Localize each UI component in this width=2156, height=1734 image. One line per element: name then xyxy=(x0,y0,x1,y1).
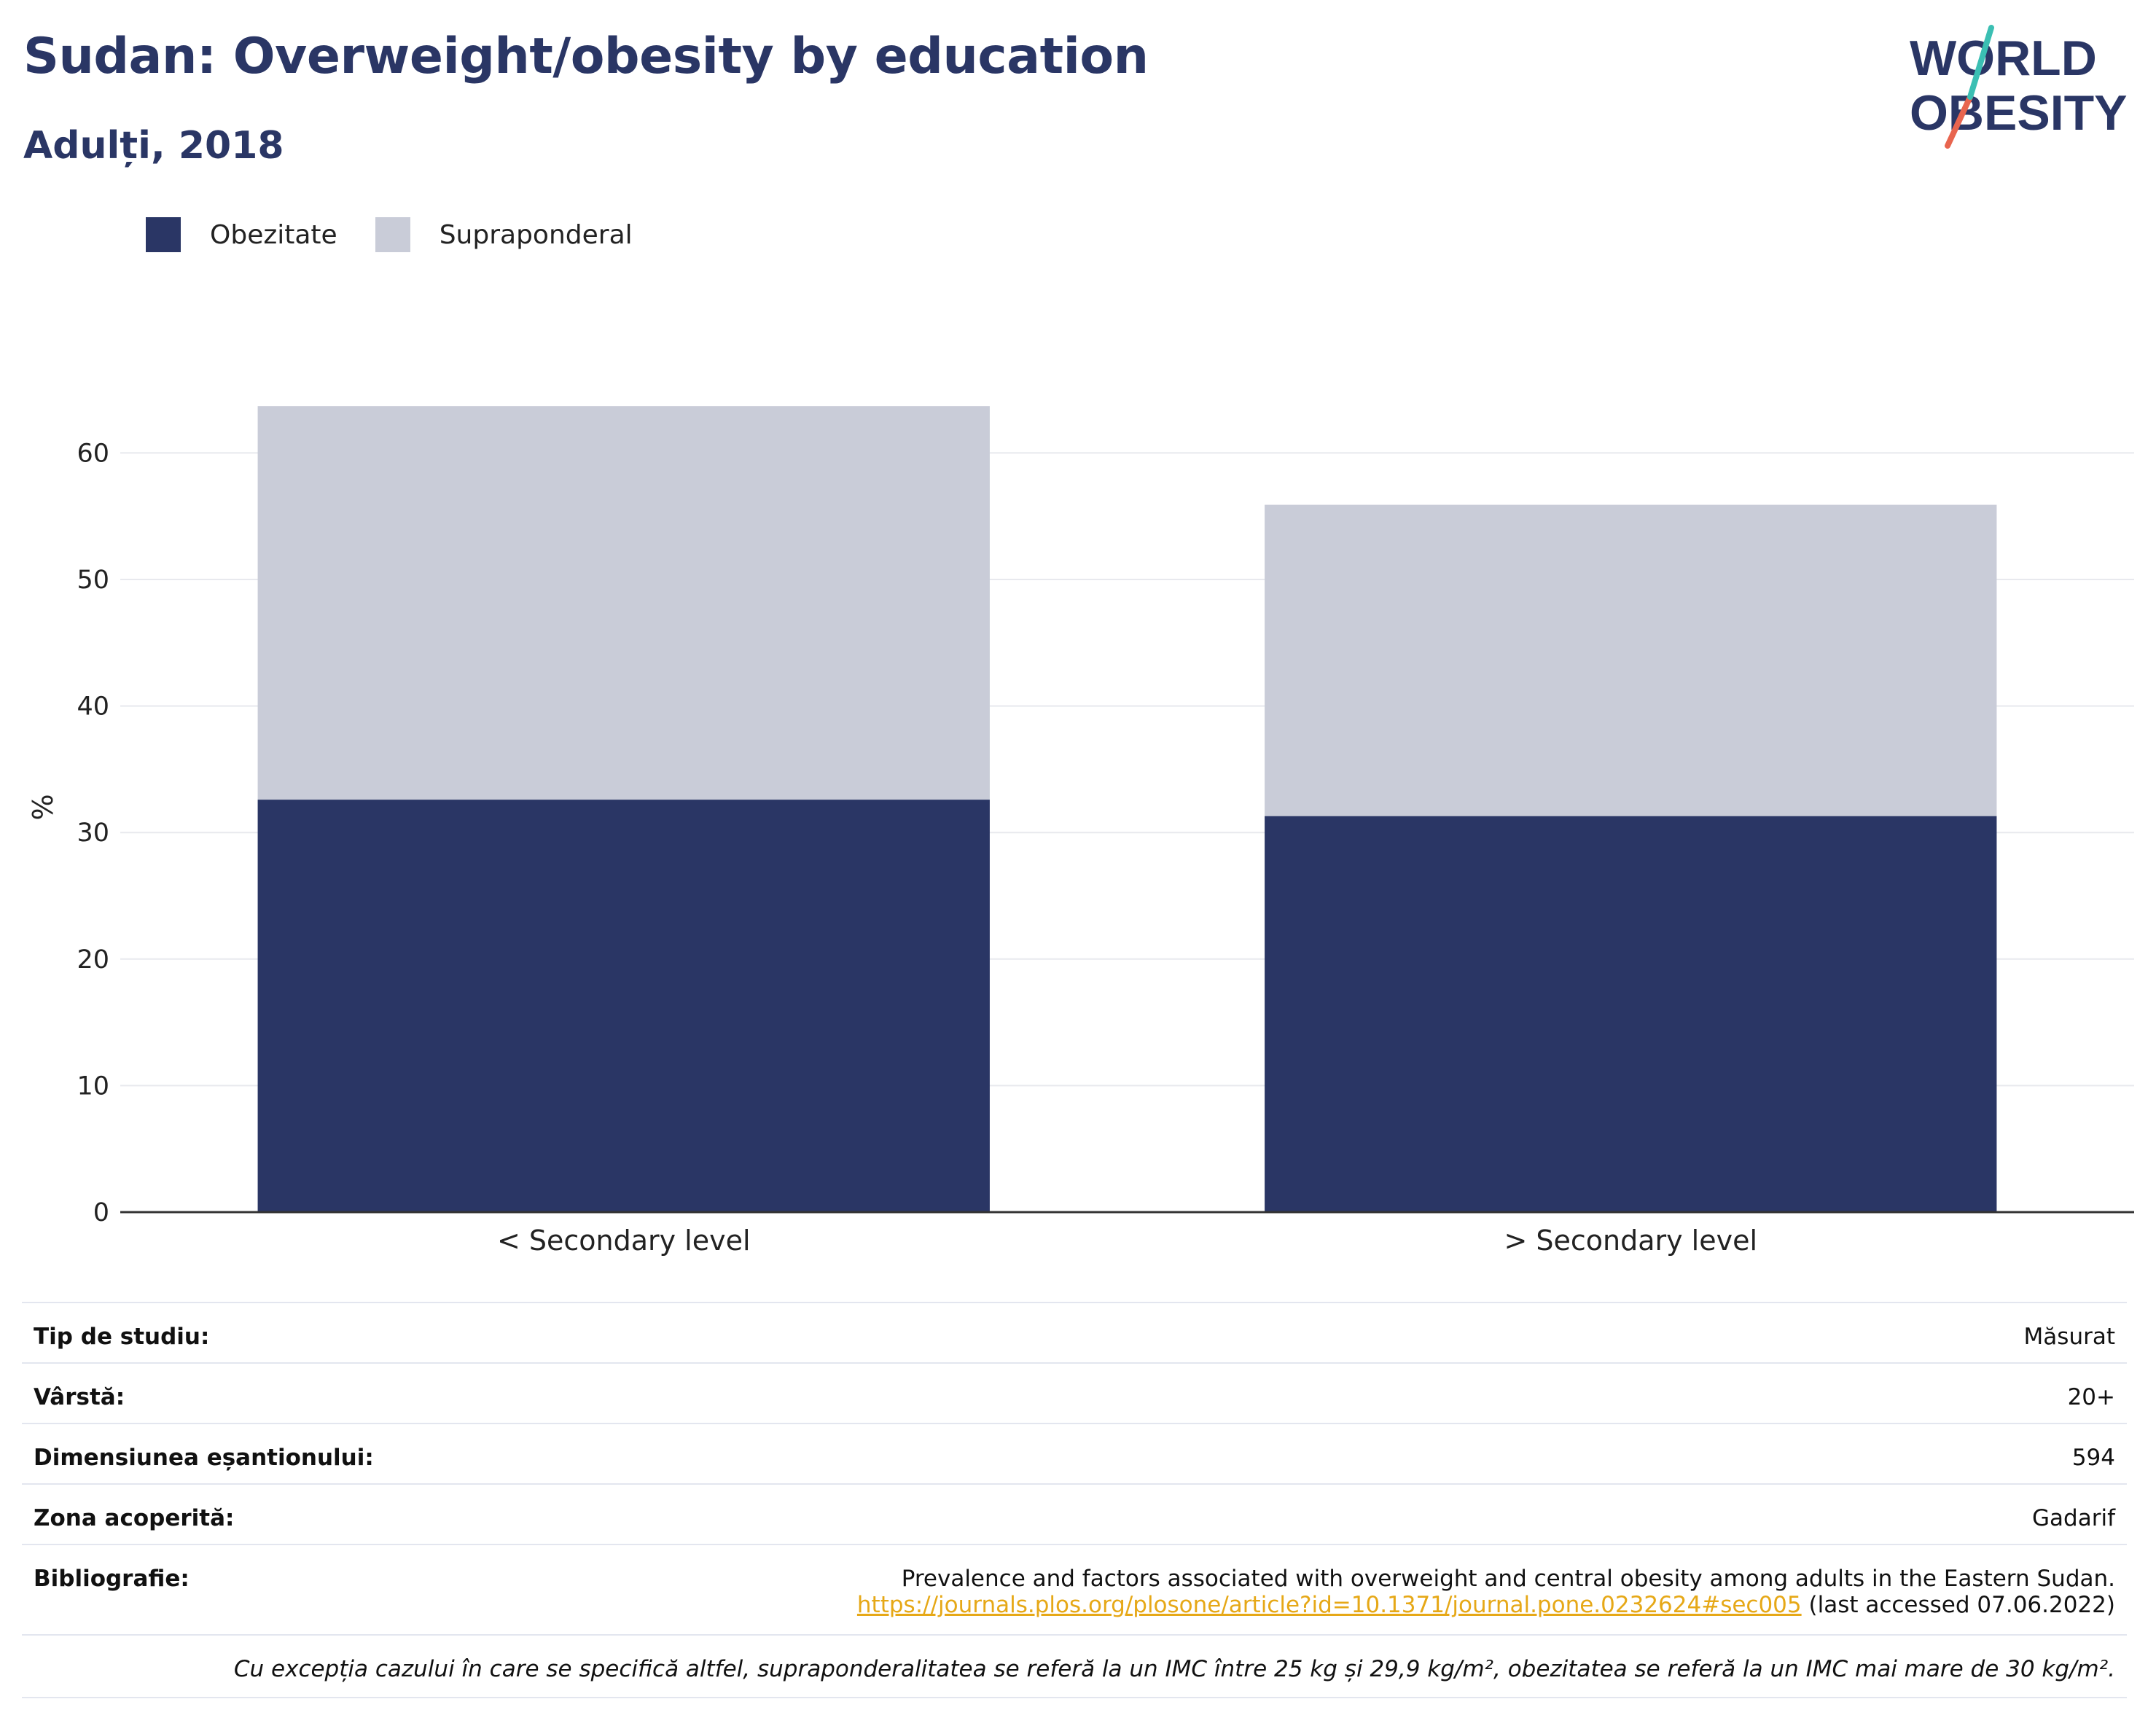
bibliography-link[interactable]: https://journals.plos.org/plosone/articl… xyxy=(856,1592,1802,1618)
page-subtitle: Adulți, 2018 xyxy=(23,124,284,168)
info-table: Tip de studiu: Măsurat Vârstă: 20+ Dimen… xyxy=(22,1302,2127,1698)
legend-item-overweight[interactable]: Supraponderal xyxy=(375,217,633,252)
info-row-age: Vârstă: 20+ xyxy=(22,1362,2127,1423)
area-value: Gadarif xyxy=(2032,1505,2115,1531)
study-type-value: Măsurat xyxy=(2023,1324,2115,1350)
y-tick-label: 0 xyxy=(93,1198,109,1227)
info-row-bibliography: Bibliografie: Prevalence and factors ass… xyxy=(22,1544,2127,1634)
age-label: Vârstă: xyxy=(34,1384,125,1410)
bar-chart: 0 10 20 30 40 50 60% < Secondary level > Seconda… xyxy=(27,406,2134,1257)
y-tick-label: 50 xyxy=(77,566,109,595)
sample-value: 594 xyxy=(2071,1445,2115,1471)
world-obesity-logo: WORLD OBESITY xyxy=(1910,25,2128,149)
y-tick-label: 10 xyxy=(77,1071,109,1101)
legend-item-obesity[interactable]: Obezitate xyxy=(146,217,337,252)
sample-label: Dimensiunea eșantionului: xyxy=(34,1445,374,1471)
bar-obesity-1 xyxy=(1265,816,1997,1212)
definition-note: Cu excepția cazului în care se specifică… xyxy=(22,1634,2127,1698)
info-row-study-type: Tip de studiu: Măsurat xyxy=(22,1302,2127,1362)
y-tick-label: 60 xyxy=(77,439,109,468)
bar-overweight-1 xyxy=(1265,504,1997,816)
legend-swatch-overweight xyxy=(375,217,410,252)
legend-label-obesity: Obezitate xyxy=(210,219,337,250)
legend: Obezitate Supraponderal xyxy=(146,217,671,252)
area-label: Zona acoperită: xyxy=(34,1505,235,1531)
y-tick-label: 30 xyxy=(77,819,109,848)
info-row-sample: Dimensiunea eșantionului: 594 xyxy=(22,1423,2127,1483)
logo-line1: WORLD xyxy=(1910,31,2097,86)
bibliography-accessed: (last accessed 07.06.2022) xyxy=(1808,1592,2115,1618)
y-tick-label: 20 xyxy=(77,945,109,975)
x-tick-label: < Secondary level xyxy=(497,1225,751,1257)
logo-line2: OBESITY xyxy=(1910,85,2128,141)
y-tick-label: 40 xyxy=(77,692,109,722)
bibliography-value: Prevalence and factors associated with o… xyxy=(857,1545,2115,1618)
bibliography-text: Prevalence and factors associated with o… xyxy=(901,1566,2115,1592)
page-title: Sudan: Overweight/obesity by education xyxy=(23,28,1149,85)
bibliography-label: Bibliografie: xyxy=(34,1566,190,1592)
bar-obesity-0 xyxy=(257,800,990,1212)
legend-swatch-obesity xyxy=(146,217,181,252)
legend-label-overweight: Supraponderal xyxy=(439,219,633,250)
study-type-label: Tip de studiu: xyxy=(34,1324,210,1350)
x-tick-label: > Secondary level xyxy=(1504,1225,1757,1257)
age-value: 20+ xyxy=(2067,1384,2115,1410)
bar-overweight-0 xyxy=(257,406,990,800)
info-row-area: Zona acoperită: Gadarif xyxy=(22,1483,2127,1544)
y-axis-label: % xyxy=(27,794,59,820)
